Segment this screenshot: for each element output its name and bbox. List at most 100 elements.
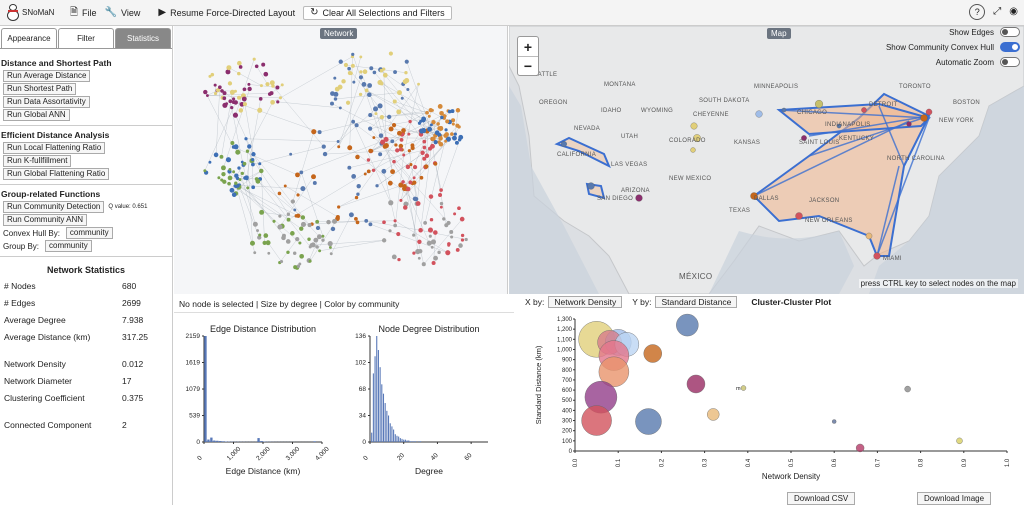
network-node	[456, 108, 460, 112]
network-graph[interactable]	[174, 26, 508, 294]
map-panel[interactable]: SEATTLE MONTANA MINNEAPOLIS SOUTH DAKOTA…	[509, 26, 1024, 294]
network-node	[397, 131, 402, 136]
histogram-bar	[403, 440, 404, 442]
network-node	[396, 232, 400, 236]
network-node	[203, 169, 206, 172]
network-node	[445, 119, 449, 123]
view-menu[interactable]: 🔧 View	[105, 8, 141, 18]
tab-filter[interactable]: Filter	[58, 28, 114, 48]
run-shortest-path-button[interactable]: Run Shortest Path	[3, 83, 76, 95]
network-node	[396, 109, 401, 114]
auto-zoom-toggle[interactable]	[1000, 57, 1020, 67]
cluster-plot[interactable]: 01002003004005006007008009001,0001,1001,…	[515, 309, 1024, 489]
tab-statistics[interactable]: Statistics	[115, 28, 171, 48]
run-community-detection-button[interactable]: Run Community Detection	[3, 201, 104, 213]
github-icon[interactable]: ◉	[1009, 7, 1018, 17]
network-panel[interactable]: Network	[174, 26, 508, 294]
run-community-ann-button[interactable]: Run Community ANN	[3, 214, 87, 226]
y-tick-label: 100	[562, 439, 573, 445]
y-tick-label: 0	[569, 449, 573, 455]
network-node	[300, 186, 305, 191]
x-tick-label: 0.8	[919, 458, 925, 467]
histogram-bar	[415, 441, 416, 442]
y-tick-label: 400	[562, 408, 573, 414]
network-node	[243, 162, 247, 166]
network-node	[457, 125, 460, 128]
network-node	[380, 115, 384, 119]
network-node	[423, 221, 427, 225]
cluster-point	[905, 386, 911, 392]
tab-appearance[interactable]: Appearance	[1, 28, 57, 48]
convex-hull-label: Convex Hull By:	[3, 228, 60, 239]
network-node	[367, 83, 372, 88]
network-node	[449, 230, 453, 234]
histogram-bar	[412, 441, 413, 442]
network-node	[293, 252, 296, 255]
distance-section: Distance and Shortest Path Run Average D…	[0, 49, 172, 126]
x-tick-label: 4,000	[314, 445, 331, 462]
network-edge	[236, 186, 298, 216]
network-node	[443, 133, 448, 138]
status-text: No node is selected | Size by degree | C…	[179, 299, 399, 309]
left-sidebar: Appearance Filter Statistics Distance an…	[0, 26, 173, 505]
zoom-out-button[interactable]: −	[518, 56, 538, 75]
network-node	[322, 145, 326, 149]
file-menu[interactable]: 🗎 File	[70, 8, 97, 18]
zoom-in-button[interactable]: +	[518, 37, 538, 56]
run-local-flattening-button[interactable]: Run Local Flattening Ratio	[3, 142, 105, 154]
group-by-select[interactable]: community	[45, 240, 92, 252]
network-node	[310, 243, 314, 247]
network-node	[373, 71, 377, 75]
network-node	[281, 83, 284, 86]
map-label: DALLAS	[754, 196, 779, 202]
cluster-point	[644, 345, 662, 363]
view-menu-label: View	[121, 8, 140, 18]
show-edges-toggle[interactable]	[1000, 27, 1020, 37]
network-node	[206, 94, 209, 97]
help-icon[interactable]: ?	[969, 4, 985, 20]
sidebar-tabs: Appearance Filter Statistics	[0, 26, 172, 49]
y-tick-label: 1079	[186, 386, 201, 393]
network-node	[452, 136, 457, 141]
y-tick-label: 1,000	[557, 347, 573, 353]
cluster-point	[956, 438, 962, 444]
show-hull-toggle[interactable]	[1000, 42, 1020, 52]
network-node	[251, 185, 255, 189]
run-average-distance-button[interactable]: Run Average Distance	[3, 70, 90, 82]
network-node	[299, 226, 303, 230]
map-label: CALIFORNIA	[557, 152, 596, 158]
stat-label: Clustering Coefficient	[4, 393, 122, 420]
network-node	[397, 258, 400, 261]
run-data-assortativity-button[interactable]: Run Data Assortativity	[3, 96, 90, 108]
network-node	[389, 127, 394, 132]
network-node	[247, 83, 250, 86]
map-label: LAS VEGAS	[611, 162, 647, 168]
network-node	[388, 200, 393, 205]
network-node	[333, 77, 336, 80]
x-by-select[interactable]: Network Density	[548, 296, 622, 308]
resume-layout-button[interactable]: ▶ Resume Force-Directed Layout	[158, 8, 295, 18]
collapse-icon[interactable]: ⤢	[993, 7, 1001, 17]
network-node	[339, 60, 343, 64]
stat-value: 680	[122, 281, 168, 298]
network-node	[418, 228, 423, 233]
network-node	[450, 132, 454, 136]
network-node	[403, 205, 408, 210]
network-node	[433, 256, 438, 261]
download-csv-button[interactable]: Download CSV	[787, 492, 855, 505]
y-tick-label: 1,100	[557, 337, 573, 343]
run-k-fullfillment-button[interactable]: Run K-fullfillment	[3, 155, 71, 167]
network-node	[291, 199, 295, 203]
map-label: KANSAS	[734, 140, 760, 146]
network-node	[390, 139, 394, 143]
stat-value: 0.012	[122, 359, 168, 376]
convex-hull-select[interactable]: community	[66, 227, 113, 239]
clear-selections-button[interactable]: ↻ Clear All Selections and Filters	[303, 6, 451, 20]
network-node	[214, 92, 217, 95]
network-node	[214, 84, 217, 87]
stat-row-average-distance: Average Distance (km)317.25	[0, 332, 172, 359]
run-global-flattening-button[interactable]: Run Global Flattening Ratio	[3, 168, 109, 180]
y-by-select[interactable]: Standard Distance	[655, 296, 737, 308]
run-global-ann-button[interactable]: Run Global ANN	[3, 109, 70, 121]
download-image-button[interactable]: Download Image	[917, 492, 991, 505]
